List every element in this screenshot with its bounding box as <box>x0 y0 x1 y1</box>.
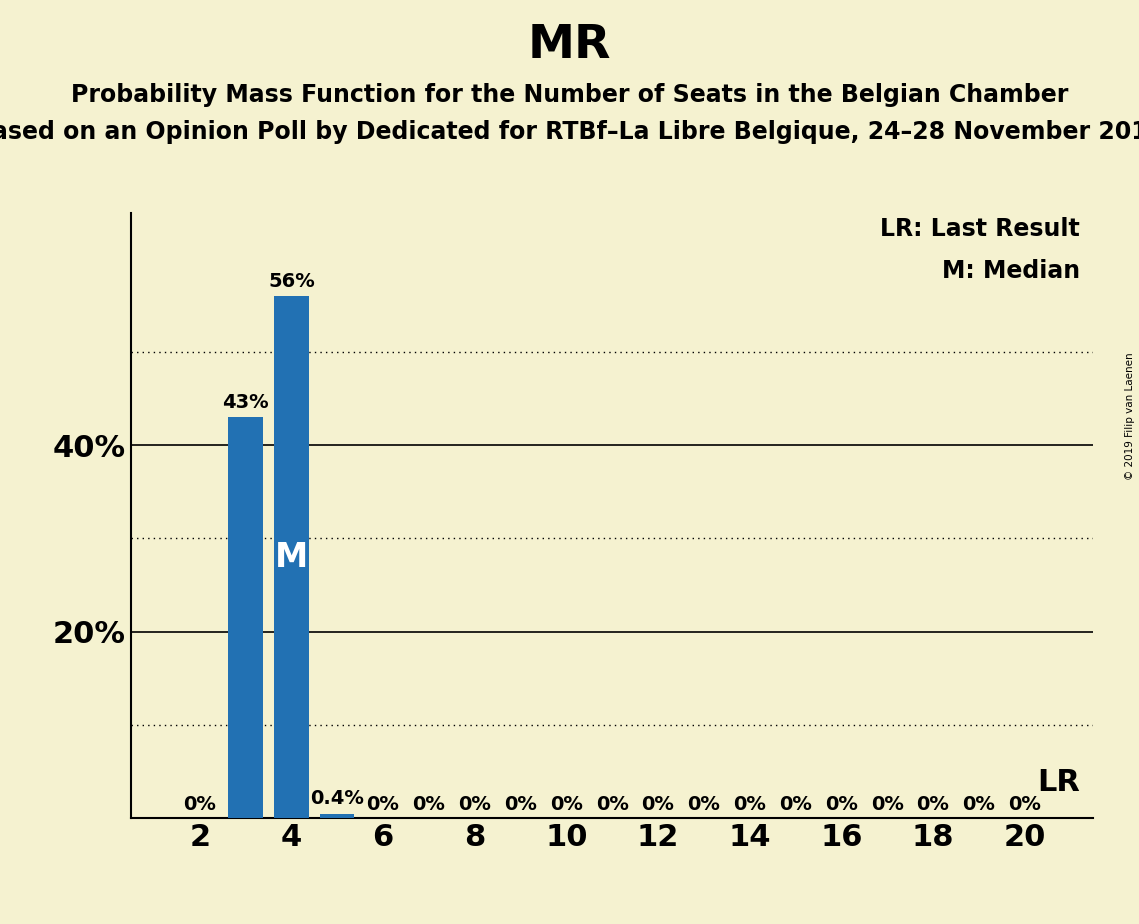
Text: 0%: 0% <box>641 795 674 814</box>
Text: Probability Mass Function for the Number of Seats in the Belgian Chamber: Probability Mass Function for the Number… <box>71 83 1068 107</box>
Text: 0%: 0% <box>550 795 583 814</box>
Text: 0%: 0% <box>779 795 812 814</box>
Text: 0%: 0% <box>962 795 995 814</box>
Text: 0%: 0% <box>688 795 720 814</box>
Text: 56%: 56% <box>268 272 314 291</box>
Text: M: Median: M: Median <box>942 259 1080 283</box>
Bar <box>229 418 263 818</box>
Text: LR: Last Result: LR: Last Result <box>880 217 1080 241</box>
Text: MR: MR <box>527 23 612 68</box>
Text: 0%: 0% <box>458 795 491 814</box>
Text: 43%: 43% <box>222 393 269 412</box>
Text: 0%: 0% <box>917 795 950 814</box>
Text: 0.4%: 0.4% <box>310 789 364 808</box>
Bar <box>274 297 309 818</box>
Text: © 2019 Filip van Laenen: © 2019 Filip van Laenen <box>1125 352 1134 480</box>
Text: 0%: 0% <box>870 795 903 814</box>
Text: 0%: 0% <box>505 795 536 814</box>
Text: 0%: 0% <box>825 795 858 814</box>
Text: 0%: 0% <box>367 795 400 814</box>
Text: 0%: 0% <box>412 795 445 814</box>
Bar <box>320 814 354 818</box>
Text: 0%: 0% <box>183 795 216 814</box>
Text: 0%: 0% <box>1008 795 1041 814</box>
Text: M: M <box>274 541 308 574</box>
Text: 0%: 0% <box>734 795 767 814</box>
Text: Based on an Opinion Poll by Dedicated for RTBf–La Libre Belgique, 24–28 November: Based on an Opinion Poll by Dedicated fo… <box>0 120 1139 144</box>
Text: 0%: 0% <box>596 795 629 814</box>
Text: LR: LR <box>1036 768 1080 797</box>
